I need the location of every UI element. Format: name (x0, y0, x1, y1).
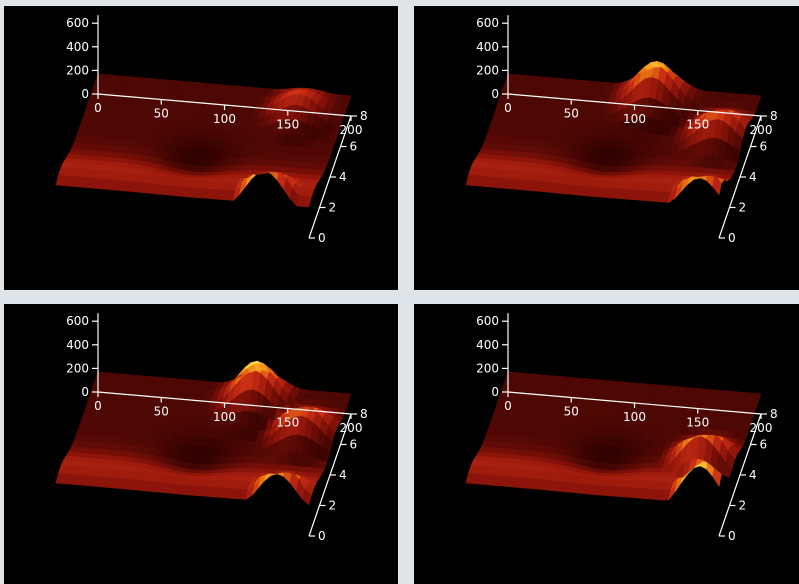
x-tick-label: 50 (564, 107, 579, 121)
z-tick-label: 0 (491, 385, 499, 399)
y-tick-label: 2 (329, 499, 337, 513)
x-tick-label: 50 (154, 107, 169, 121)
z-tick-label: 400 (66, 40, 89, 54)
z-tick-label: 400 (476, 338, 499, 352)
y-tick-label: 2 (739, 201, 747, 215)
x-tick-label: 150 (276, 416, 299, 430)
surface-plot-svg: 0 50 100 150 200 0 200 400 600 0 2 4 6 8 (55, 313, 368, 543)
axes: 0 50 100 150 200 0 200 400 600 0 2 4 6 8 (476, 313, 778, 543)
surface-plot-3: 0 50 100 150 200 0 200 400 600 0 2 4 6 8 (4, 304, 398, 584)
y-tick-label: 0 (728, 231, 736, 245)
y-tick-label: 6 (760, 438, 768, 452)
z-tick-label: 200 (476, 361, 499, 375)
x-tick-label: 150 (686, 416, 709, 430)
x-tick-label: 100 (623, 410, 646, 424)
y-tick-label: 2 (739, 499, 747, 513)
z-tick-label: 600 (476, 314, 499, 328)
z-tick-label: 600 (66, 16, 89, 30)
surface-cell (751, 95, 762, 104)
surface-cell (341, 95, 352, 104)
y-tick-label: 0 (318, 529, 326, 543)
surface-mesh (465, 371, 762, 501)
y-tick-label: 8 (360, 407, 368, 421)
axes: 0 50 100 150 200 0 200 400 600 0 2 4 6 8 (66, 15, 368, 245)
x-tick-label: 200 (750, 123, 773, 137)
surface-mesh (55, 73, 352, 208)
x-tick-label: 50 (564, 405, 579, 419)
x-tick-label: 200 (340, 421, 363, 435)
surface-plot-svg: 0 50 100 150 200 0 200 400 600 0 2 4 6 8 (55, 15, 368, 245)
surface-cell (751, 393, 762, 402)
y-tick-label: 8 (770, 109, 778, 123)
y-tick-label: 0 (728, 529, 736, 543)
x-tick-label: 150 (686, 118, 709, 132)
axes: 0 50 100 150 200 0 200 400 600 0 2 4 6 8 (66, 313, 368, 543)
y-tick-label: 8 (360, 109, 368, 123)
x-tick-label: 0 (94, 101, 102, 115)
x-tick-label: 150 (276, 118, 299, 132)
y-tick-label: 0 (318, 231, 326, 245)
z-tick-label: 200 (66, 63, 89, 77)
x-tick-label: 0 (504, 101, 512, 115)
y-tick-label: 6 (760, 140, 768, 154)
surface-plot-2: 0 50 100 150 200 0 200 400 600 0 2 4 6 8 (414, 6, 799, 290)
y-tick-label: 2 (329, 201, 337, 215)
surface-plot-svg: 0 50 100 150 200 0 200 400 600 0 2 4 6 8 (465, 15, 778, 245)
surface-mesh (55, 360, 352, 506)
z-tick-label: 400 (476, 40, 499, 54)
y-tick-label: 4 (339, 170, 347, 184)
surface-cell (341, 393, 352, 402)
z-tick-label: 600 (66, 314, 89, 328)
z-tick-label: 200 (476, 63, 499, 77)
x-tick-label: 200 (750, 421, 773, 435)
axes: 0 50 100 150 200 0 200 400 600 0 2 4 6 8 (476, 15, 778, 245)
x-tick-label: 50 (154, 405, 169, 419)
y-tick-label: 8 (770, 407, 778, 421)
x-tick-label: 0 (94, 399, 102, 413)
x-tick-label: 100 (213, 112, 236, 126)
y-tick-label: 4 (749, 468, 757, 482)
z-tick-label: 200 (66, 361, 89, 375)
z-tick-label: 0 (491, 87, 499, 101)
x-tick-label: 100 (213, 410, 236, 424)
y-tick-label: 6 (350, 438, 358, 452)
surface-plot-1: 0 50 100 150 200 0 200 400 600 0 2 4 6 8 (4, 6, 398, 290)
z-tick-label: 400 (66, 338, 89, 352)
z-tick-label: 0 (81, 385, 89, 399)
x-tick-label: 100 (623, 112, 646, 126)
z-tick-label: 0 (81, 87, 89, 101)
surface-plot-4: 0 50 100 150 200 0 200 400 600 0 2 4 6 8 (414, 304, 799, 584)
surface-plot-svg: 0 50 100 150 200 0 200 400 600 0 2 4 6 8 (465, 313, 778, 543)
z-tick-label: 600 (476, 16, 499, 30)
surface-mesh (465, 60, 762, 204)
y-tick-label: 6 (350, 140, 358, 154)
y-tick-label: 4 (749, 170, 757, 184)
x-tick-label: 200 (340, 123, 363, 137)
x-tick-label: 0 (504, 399, 512, 413)
y-tick-label: 4 (339, 468, 347, 482)
